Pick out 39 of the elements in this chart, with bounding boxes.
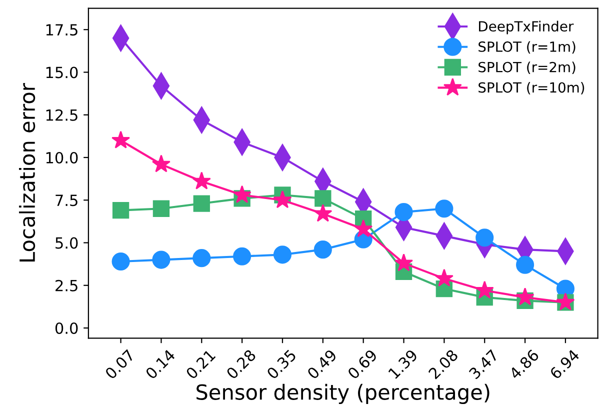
point: [314, 190, 332, 207]
point: [394, 203, 413, 222]
legend-label: SPLOT (r=10m): [478, 82, 584, 94]
y-tick-label: 5.0: [56, 237, 78, 249]
legend-label: DeepTxFinder: [479, 20, 574, 34]
point: [394, 253, 414, 272]
point: [152, 250, 170, 269]
point: [476, 228, 494, 247]
point: [192, 172, 211, 190]
y-tick-label: 0.0: [55, 322, 78, 334]
point: [112, 202, 130, 219]
point: [112, 130, 130, 148]
point: [516, 256, 534, 274]
point: [152, 154, 170, 172]
y-tick-label: 10.0: [46, 152, 78, 164]
y-tick-label: 15.0: [46, 66, 78, 78]
point: [273, 246, 292, 264]
point: [435, 200, 454, 218]
y-tick-label: 7.5: [56, 194, 78, 206]
legend-label: SPLOT (r=1m): [478, 41, 576, 54]
point: [193, 195, 210, 212]
x-axis-title: Sensor density (percentage): [196, 384, 490, 404]
point: [314, 240, 332, 259]
y-tick-label: 12.5: [46, 109, 78, 121]
point: [475, 280, 494, 298]
point: [516, 288, 534, 306]
point: [112, 252, 130, 271]
y-tick-label: 2.5: [56, 280, 78, 292]
point: [152, 200, 170, 217]
point: [192, 249, 211, 268]
point: [434, 268, 454, 287]
point: [273, 190, 292, 208]
point: [233, 247, 252, 266]
y-tick-label: 17.5: [46, 24, 78, 36]
point: [354, 219, 373, 238]
point: [314, 204, 332, 222]
legend-label: SPLOT (r=2m): [478, 62, 576, 74]
point: [232, 185, 252, 203]
y-axis-title: Localization error: [18, 83, 36, 262]
